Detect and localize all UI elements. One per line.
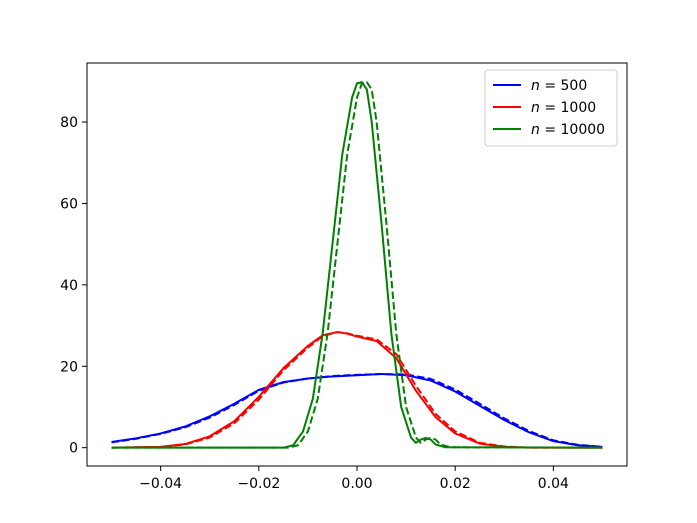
legend-label-italic: n bbox=[531, 122, 540, 138]
x-tick-label: 0.00 bbox=[341, 476, 372, 492]
series-line-1-dashed bbox=[111, 373, 603, 448]
legend-label-rest: = 1000 bbox=[540, 100, 596, 116]
legend-label-rest: = 10000 bbox=[540, 122, 605, 138]
y-tick-label: 60 bbox=[60, 196, 78, 212]
x-tick-label: 0.02 bbox=[440, 476, 471, 492]
legend-label-italic: n bbox=[531, 78, 540, 94]
x-tick-label: −0.04 bbox=[139, 476, 182, 492]
series-line-4-solid bbox=[111, 81, 603, 449]
legend-label-0: n = 500 bbox=[531, 78, 587, 94]
legend-label-2: n = 10000 bbox=[531, 122, 605, 138]
x-tick-label: 0.04 bbox=[538, 476, 569, 492]
legend-label-1: n = 1000 bbox=[531, 100, 596, 116]
series-line-3-dashed bbox=[111, 331, 603, 449]
y-tick-label: 80 bbox=[60, 115, 78, 131]
axes-layer: −0.04 −0.02 0.00 0.02 0.04 0 20 40 60 80 bbox=[60, 115, 569, 492]
series-line-5-dashed bbox=[111, 81, 603, 449]
legend-box bbox=[484, 69, 618, 147]
y-tick-label: 40 bbox=[60, 278, 78, 294]
x-tick-label: −0.02 bbox=[237, 476, 280, 492]
series-layer bbox=[111, 81, 603, 449]
legend-label-rest: = 500 bbox=[540, 78, 587, 94]
y-tick-label: 0 bbox=[69, 441, 78, 457]
legend-label-italic: n bbox=[531, 100, 540, 116]
y-tick-label: 20 bbox=[60, 359, 78, 375]
